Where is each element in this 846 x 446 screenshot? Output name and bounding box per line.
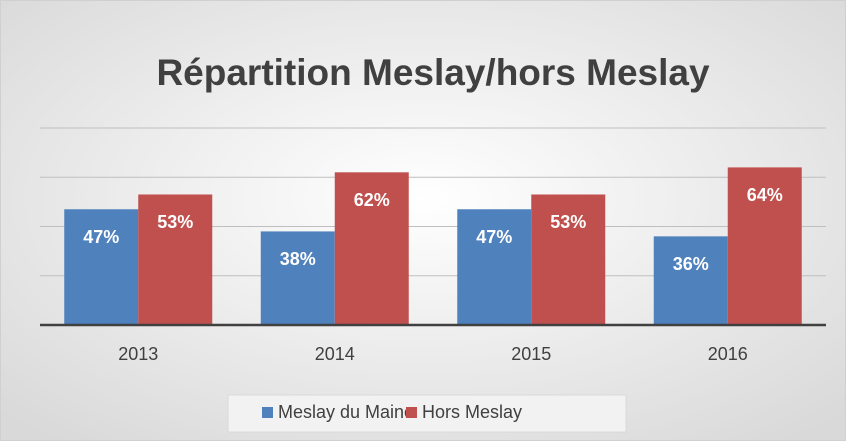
legend-label: Hors Meslay bbox=[422, 402, 522, 422]
chart-title: Répartition Meslay/hors Meslay bbox=[156, 52, 710, 93]
data-label: 64% bbox=[747, 185, 783, 205]
legend-swatch bbox=[406, 407, 417, 418]
x-tick-label: 2013 bbox=[118, 344, 158, 364]
x-tick-label: 2014 bbox=[315, 344, 355, 364]
data-label: 62% bbox=[354, 190, 390, 210]
x-tick-label: 2016 bbox=[708, 344, 748, 364]
data-label: 47% bbox=[83, 227, 119, 247]
bar bbox=[64, 209, 139, 325]
x-tick-label: 2015 bbox=[511, 344, 551, 364]
data-label: 36% bbox=[673, 254, 709, 274]
data-label: 53% bbox=[157, 212, 193, 232]
bar bbox=[138, 194, 213, 325]
bar bbox=[727, 167, 802, 325]
bar bbox=[531, 194, 606, 325]
bar bbox=[457, 209, 532, 325]
data-label: 47% bbox=[476, 227, 512, 247]
legend-label: Meslay du Maine bbox=[278, 402, 414, 422]
data-label: 38% bbox=[280, 249, 316, 269]
bar bbox=[334, 172, 409, 325]
legend-swatch bbox=[262, 407, 273, 418]
bar bbox=[653, 236, 728, 325]
legend-box bbox=[227, 394, 627, 433]
bar bbox=[260, 231, 335, 325]
data-label: 53% bbox=[550, 212, 586, 232]
